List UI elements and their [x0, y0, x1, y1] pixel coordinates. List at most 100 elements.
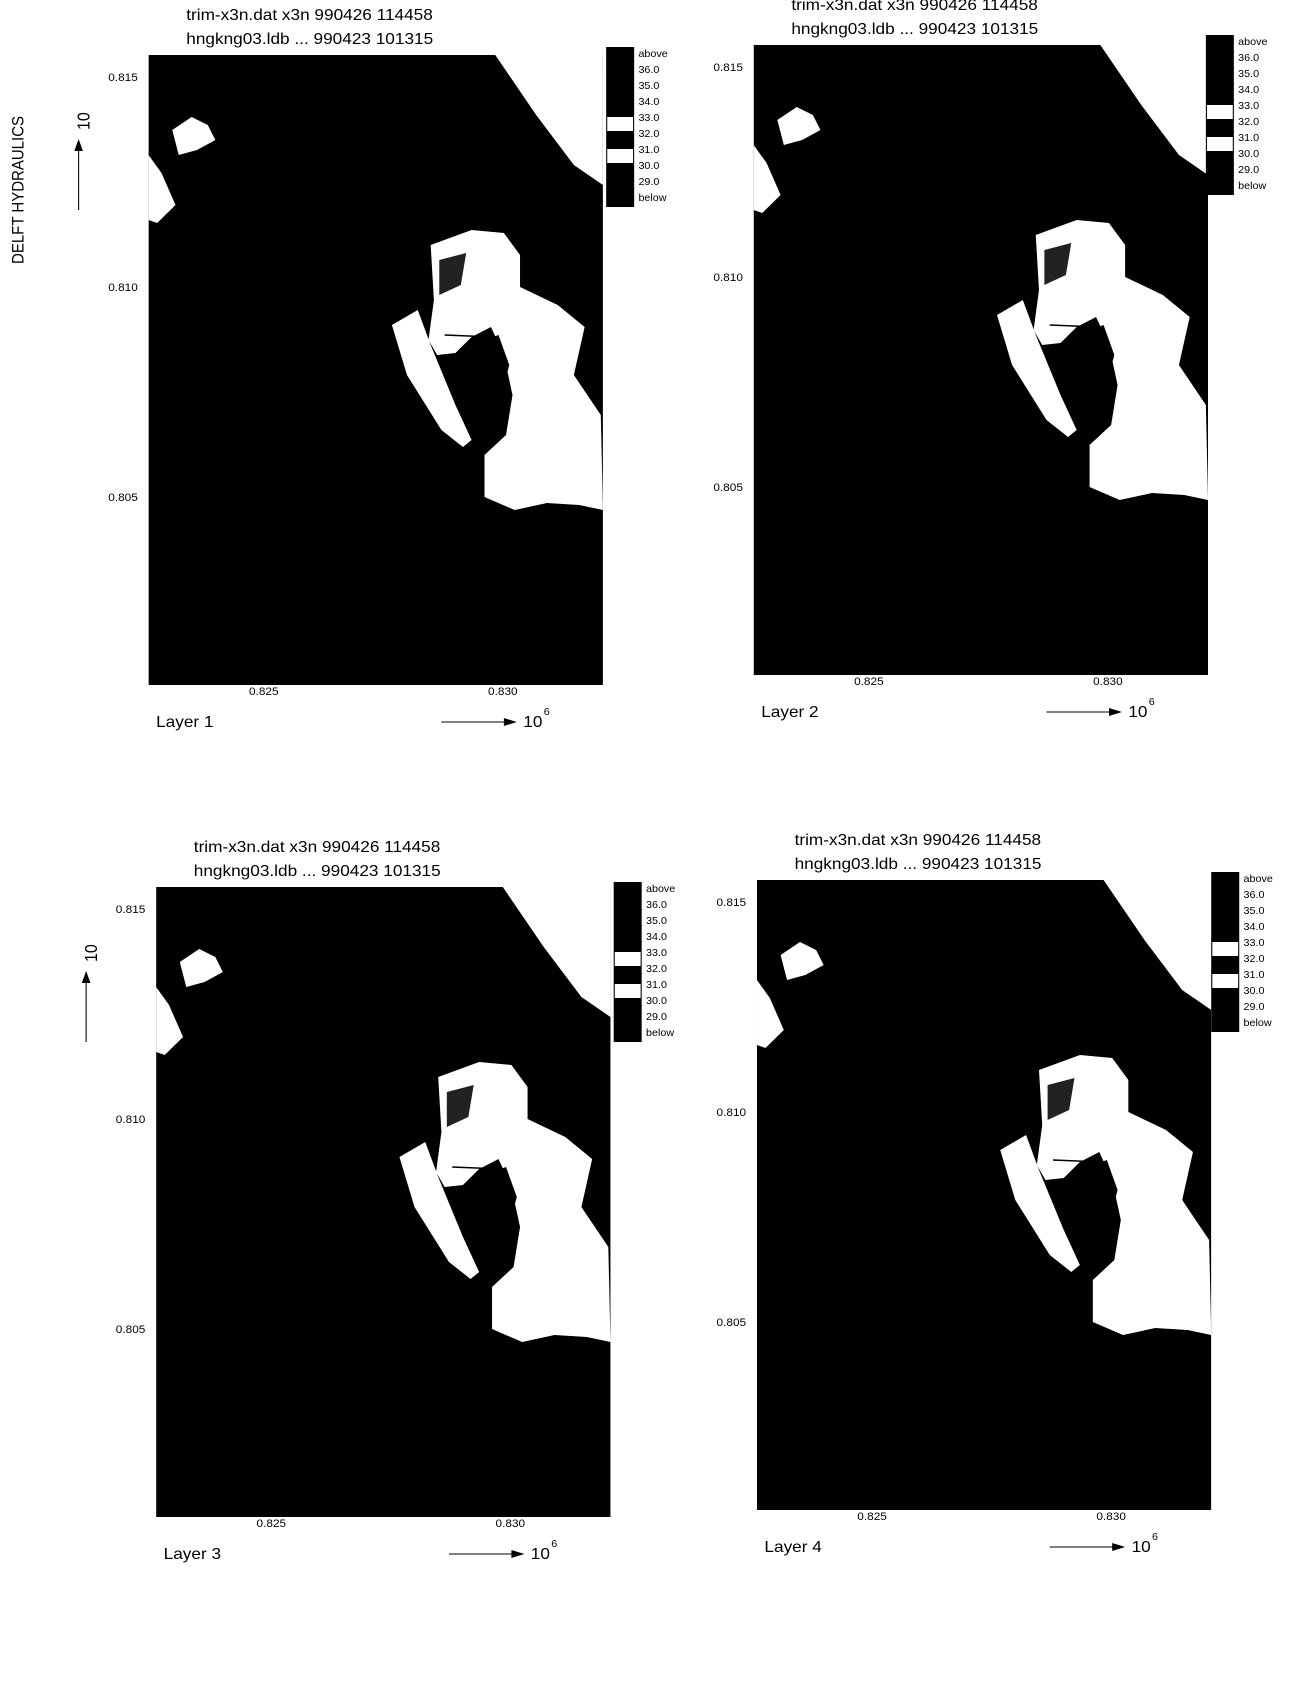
legend-label: 29.0 [646, 1012, 667, 1023]
layer-label: Layer 3 [164, 1545, 221, 1563]
y-tick-label: 0.815 [116, 904, 146, 916]
arrow-head [511, 1550, 525, 1558]
legend-label: 36.0 [646, 900, 667, 911]
legend-label: below [1238, 181, 1267, 192]
y-tick-label: 0.805 [713, 482, 743, 494]
legend-label: 34.0 [638, 97, 659, 108]
title-line: trim-x3n.dat x3n 990426 114458 [791, 0, 1038, 14]
legend-label: 35.0 [638, 81, 659, 92]
x-tick-label: 0.825 [857, 1511, 887, 1523]
x-tick-label: 0.825 [854, 676, 884, 688]
x-exponent: 10 [523, 713, 542, 731]
legend-label: above [1244, 874, 1274, 885]
y-tick-label: 0.810 [116, 1114, 146, 1126]
legend-label: 35.0 [1238, 69, 1259, 80]
map [148, 55, 603, 685]
legend-label: below [646, 1028, 675, 1039]
legend-label: below [638, 193, 667, 204]
x-tick-label: 0.825 [257, 1518, 287, 1530]
legend-label: 32.0 [1238, 117, 1259, 128]
legend-label: 36.0 [1244, 890, 1265, 901]
legend-label: 31.0 [1238, 133, 1259, 144]
title-line: hngkng03.ldb ... 990423 101315 [795, 855, 1042, 873]
y-tick-label: 0.805 [116, 1324, 146, 1336]
legend-swatch [1206, 137, 1233, 151]
legend-label: 33.0 [1238, 101, 1259, 112]
legend-label: 30.0 [1244, 986, 1265, 997]
x-tick-label: 0.830 [1096, 1511, 1126, 1523]
layer-label: Layer 4 [764, 1538, 821, 1556]
legend-label: 30.0 [1238, 149, 1259, 160]
legend-label: 36.0 [638, 65, 659, 76]
legend-label: 30.0 [646, 996, 667, 1007]
legend-swatch [614, 952, 641, 966]
exponent-power: 6 [551, 1539, 557, 1550]
legend-label: below [1244, 1018, 1273, 1029]
legend-swatch [1212, 942, 1239, 956]
y-tick-label: 0.815 [717, 897, 747, 909]
legend-label: 32.0 [638, 129, 659, 140]
x-exponent: 10 [1128, 703, 1147, 721]
legend-label: 34.0 [1244, 922, 1265, 933]
exponent-power: 6 [1149, 697, 1155, 708]
legend-label: 29.0 [1238, 165, 1259, 176]
legend-label: 36.0 [1238, 53, 1259, 64]
legend-label: 33.0 [638, 113, 659, 124]
side-label: DELFT HYDRAULICS [10, 116, 28, 264]
x-tick-label: 0.830 [496, 1518, 526, 1530]
legend-label: 34.0 [1238, 85, 1259, 96]
y-tick-label: 0.815 [108, 72, 138, 84]
legend-label: 33.0 [646, 948, 667, 959]
legend-swatch [607, 149, 634, 163]
legend-label: 31.0 [1244, 970, 1265, 981]
y-exponent: 10 [74, 112, 94, 130]
title-line: trim-x3n.dat x3n 990426 114458 [186, 6, 433, 24]
legend-label: 32.0 [1244, 954, 1265, 965]
legend-label: 34.0 [646, 932, 667, 943]
x-exponent: 10 [531, 1545, 550, 1563]
y-tick-label: 0.810 [717, 1107, 747, 1119]
legend-swatch [1206, 105, 1233, 119]
legend-label: 31.0 [638, 145, 659, 156]
y-exponent: 10 [81, 944, 101, 962]
panel: trim-x3n.dat x3n 990426 114458 hngkng03.l… [713, 0, 1267, 721]
legend-label: 31.0 [646, 980, 667, 991]
legend-label: 35.0 [646, 916, 667, 927]
legend-label: 32.0 [646, 964, 667, 975]
legend-label: 29.0 [1244, 1002, 1265, 1013]
panel: trim-x3n.dat x3n 990426 114458 hngkng03.l… [74, 6, 668, 731]
arrow-head [81, 971, 91, 983]
legend-swatch [1212, 974, 1239, 988]
layer-label: Layer 2 [761, 703, 818, 721]
map [156, 887, 611, 1517]
y-tick-label: 0.815 [713, 62, 743, 74]
panel: trim-x3n.dat x3n 990426 114458 hngkng03.l… [81, 838, 675, 1563]
map [753, 45, 1209, 675]
legend-swatch [614, 984, 641, 998]
arrow-head [503, 718, 517, 726]
x-tick-label: 0.830 [1093, 676, 1123, 688]
legend-label: above [1238, 37, 1268, 48]
legend-label: above [638, 49, 668, 60]
title-line: trim-x3n.dat x3n 990426 114458 [194, 838, 441, 856]
legend-swatch [607, 117, 634, 131]
panel: trim-x3n.dat x3n 990426 114458 hngkng03.l… [717, 831, 1274, 1556]
title-line: hngkng03.ldb ... 990423 101315 [186, 30, 433, 48]
exponent-power: 6 [544, 707, 550, 718]
y-tick-label: 0.810 [108, 282, 138, 294]
layer-label: Layer 1 [156, 713, 213, 731]
title-line: hngkng03.ldb ... 990423 101315 [194, 862, 441, 880]
y-tick-label: 0.805 [717, 1317, 747, 1329]
arrow-head [1112, 1543, 1126, 1551]
legend-label: 33.0 [1244, 938, 1265, 949]
title-line: trim-x3n.dat x3n 990426 114458 [795, 831, 1042, 849]
legend-label: 30.0 [638, 161, 659, 172]
y-tick-label: 0.805 [108, 492, 138, 504]
y-tick-label: 0.810 [713, 272, 743, 284]
map [756, 880, 1212, 1510]
arrow-head [74, 139, 83, 151]
legend-label: above [646, 884, 676, 895]
legend-label: 35.0 [1244, 906, 1265, 917]
